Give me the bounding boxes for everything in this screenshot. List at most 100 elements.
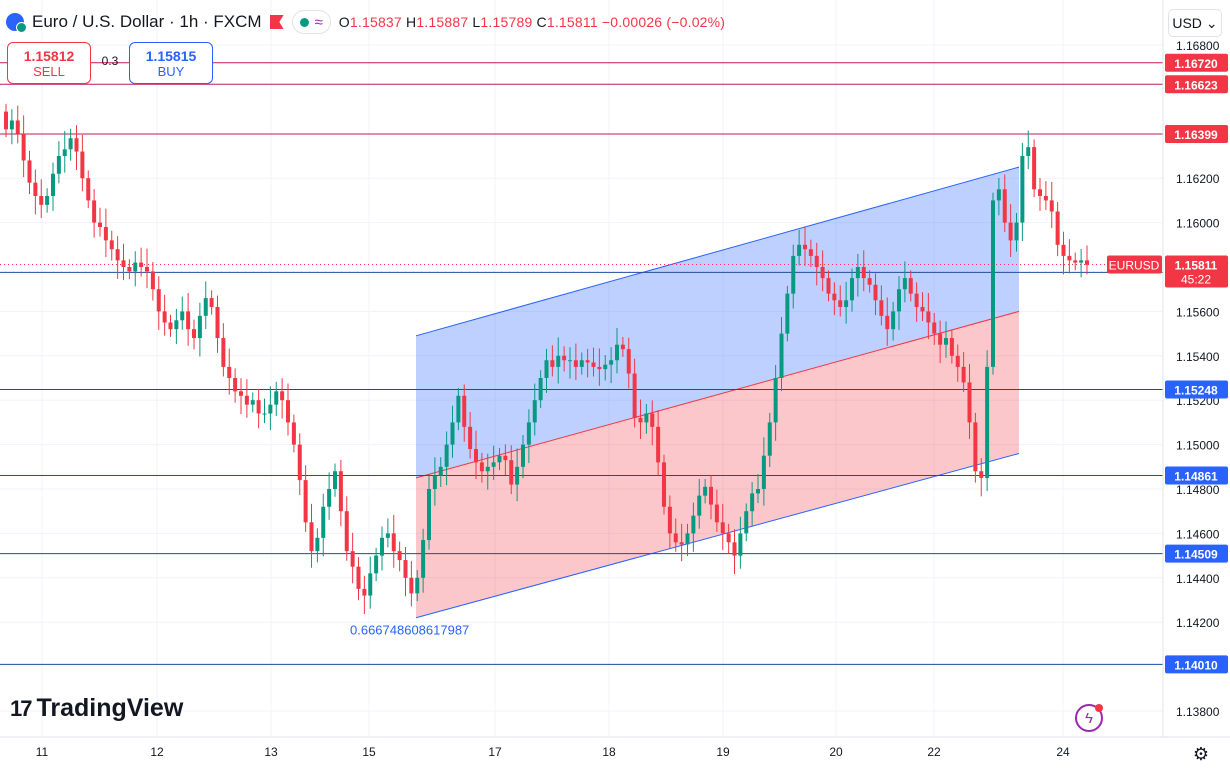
candle-body bbox=[280, 391, 285, 401]
candle-body bbox=[685, 533, 690, 545]
tradingview-mark: 17 bbox=[10, 695, 33, 721]
chevron-down-icon: ⌄ bbox=[1205, 14, 1218, 31]
candle-body bbox=[186, 311, 191, 330]
time-tick-label: 24 bbox=[1056, 745, 1070, 759]
candle-body bbox=[961, 366, 966, 383]
candle-body bbox=[656, 426, 661, 463]
candle-body bbox=[444, 444, 449, 467]
time-axis: 11 12 13 15 17 18 19 20 22 24 bbox=[0, 736, 1230, 771]
price-tick-label: 1.15400 bbox=[1176, 350, 1220, 364]
channel-lower-line bbox=[415, 452, 1020, 619]
candle-body bbox=[691, 515, 696, 534]
candle-body bbox=[4, 111, 8, 130]
status-pill[interactable]: ≈ bbox=[291, 10, 331, 34]
candle-body bbox=[503, 455, 508, 461]
candle-body bbox=[92, 200, 97, 223]
candle-body bbox=[996, 189, 1001, 201]
candle-body bbox=[826, 278, 831, 294]
candle-body bbox=[62, 149, 67, 156]
countdown-label: 45:22 bbox=[1181, 273, 1211, 287]
candle-body bbox=[450, 422, 455, 445]
candle-body bbox=[374, 555, 379, 574]
candle-body bbox=[479, 462, 484, 472]
buy-price: 1.15815 bbox=[145, 47, 197, 64]
candle-body bbox=[356, 566, 361, 589]
candle-body bbox=[697, 495, 702, 516]
candle-body bbox=[197, 315, 202, 339]
sell-button[interactable]: 1.15812 SELL bbox=[7, 42, 91, 84]
change-value: −0.00026 (−0.02%) bbox=[601, 14, 726, 30]
candle-body bbox=[515, 466, 520, 485]
candle-body bbox=[662, 462, 666, 507]
candle-body bbox=[233, 378, 238, 392]
price-tick-label: 1.16800 bbox=[1176, 39, 1220, 53]
lightning-icon[interactable]: ϟ bbox=[1075, 704, 1103, 732]
candle-body bbox=[438, 466, 443, 476]
level-price-label: 1.14509 bbox=[1174, 548, 1218, 562]
candle-body bbox=[145, 267, 149, 272]
candle-body bbox=[603, 364, 608, 370]
indicator-glyph: ≈ bbox=[314, 13, 323, 31]
price-tick-label: 1.15600 bbox=[1176, 305, 1220, 319]
channel-upper-fill bbox=[416, 167, 1019, 478]
candle-body bbox=[979, 471, 984, 478]
candle-body bbox=[51, 173, 55, 196]
level-price-tag bbox=[1165, 75, 1228, 94]
candle-body bbox=[908, 278, 913, 294]
candle-body bbox=[215, 306, 220, 339]
candle-body bbox=[791, 255, 796, 294]
candle-body bbox=[620, 344, 625, 350]
candle-body bbox=[773, 378, 778, 423]
buy-button[interactable]: 1.15815 BUY bbox=[129, 42, 213, 84]
candle-body bbox=[709, 486, 713, 505]
candle-body bbox=[521, 444, 525, 467]
level-price-label: 1.16623 bbox=[1174, 78, 1218, 92]
settings-icon[interactable]: ⚙ bbox=[1192, 743, 1210, 764]
flag-icon[interactable] bbox=[269, 15, 284, 29]
candle-body bbox=[1067, 255, 1072, 261]
symbol-title[interactable]: Euro / U.S. Dollar · 1h · FXCM bbox=[32, 12, 262, 31]
candle-body bbox=[855, 267, 860, 279]
candle-body bbox=[850, 278, 854, 301]
candle-body bbox=[744, 511, 749, 534]
currency-selector[interactable]: USD ⌄ bbox=[1168, 9, 1222, 37]
time-tick-label: 13 bbox=[264, 745, 278, 759]
channel-lower-fill bbox=[416, 311, 1019, 618]
ticker-icon[interactable] bbox=[6, 13, 27, 33]
time-axis-bg bbox=[0, 738, 1163, 771]
candle-body bbox=[720, 522, 725, 534]
level-price-label: 1.14010 bbox=[1174, 658, 1218, 672]
candle-body bbox=[556, 355, 561, 367]
candle-body bbox=[867, 278, 872, 285]
candle-body bbox=[315, 537, 320, 552]
level-price-tag bbox=[1165, 125, 1228, 144]
candle-body bbox=[650, 413, 655, 427]
buy-label: BUY bbox=[157, 63, 185, 79]
candle-body bbox=[456, 395, 461, 423]
candle-body bbox=[949, 338, 954, 356]
candle-body bbox=[380, 537, 384, 556]
candle-body bbox=[1014, 222, 1019, 241]
low-label: L bbox=[472, 14, 481, 30]
candle-body bbox=[121, 260, 126, 267]
candle-body bbox=[562, 355, 567, 361]
candle-body bbox=[227, 366, 232, 378]
candle-body bbox=[156, 289, 161, 312]
tradingview-logo[interactable]: 17 TradingView bbox=[10, 694, 183, 723]
time-tick-label: 19 bbox=[716, 745, 730, 759]
last-price-tag bbox=[1165, 255, 1228, 288]
candle-body bbox=[303, 480, 308, 523]
candle-body bbox=[779, 333, 784, 378]
candle-body bbox=[714, 504, 719, 523]
candle-body bbox=[538, 378, 543, 401]
ohlc-readout: O1.15837 H1.15887 L1.15789 C1.15811 −0.0… bbox=[339, 14, 725, 30]
candle-body bbox=[56, 156, 61, 174]
candle-body bbox=[491, 462, 496, 467]
candle-body bbox=[133, 262, 138, 272]
candle-body bbox=[203, 298, 208, 316]
candle-body bbox=[679, 542, 684, 545]
candle-body bbox=[321, 506, 326, 538]
candle-body bbox=[861, 267, 866, 279]
candle-body bbox=[256, 400, 261, 414]
